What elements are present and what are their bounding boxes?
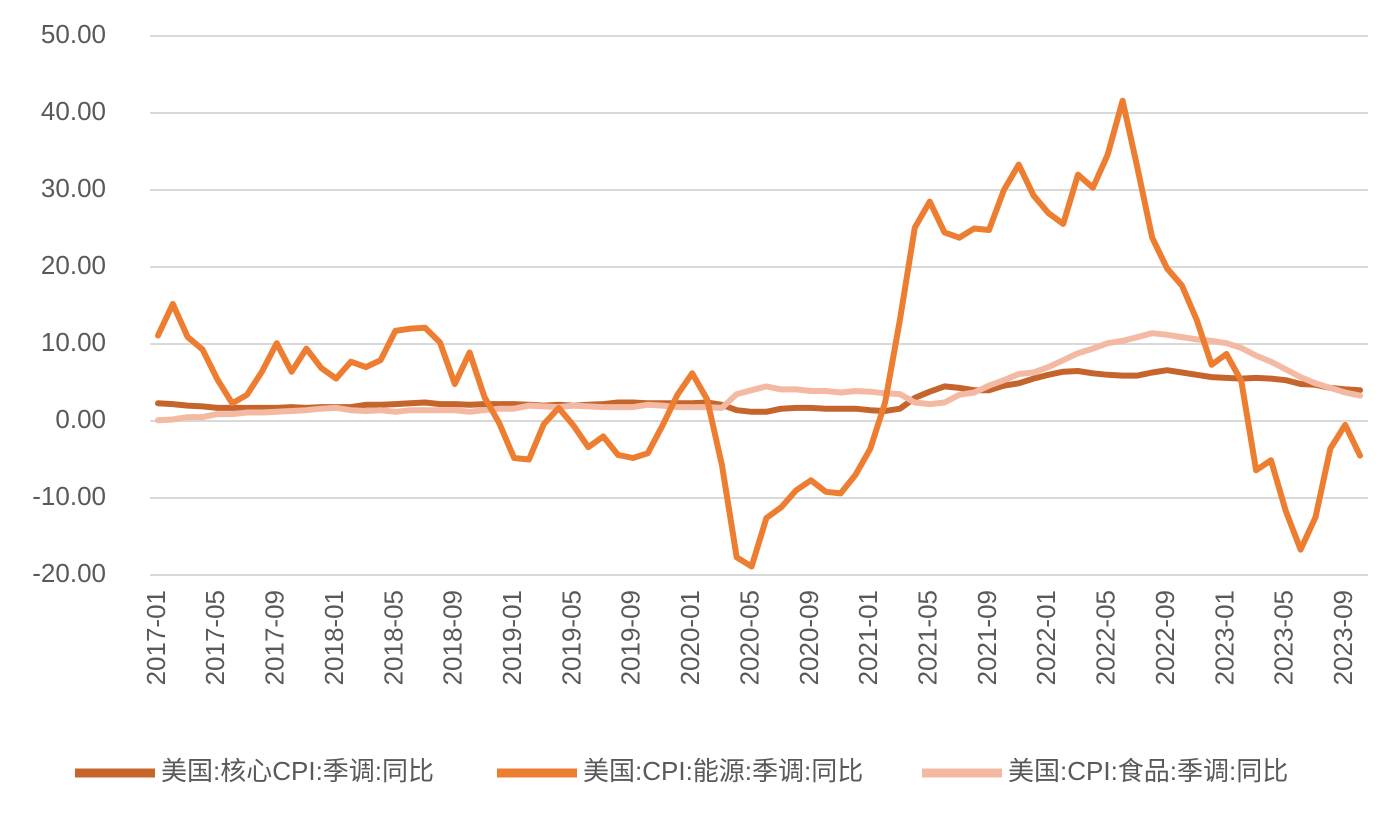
x-tick-label: 2020-01 <box>675 590 705 685</box>
legend-label: 美国:核心CPI:季调:同比 <box>161 756 434 786</box>
x-tick-label: 2019-01 <box>497 590 527 685</box>
x-tick-label: 2017-01 <box>141 590 171 685</box>
y-tick-label: 30.00 <box>41 173 106 203</box>
x-tick-label: 2018-09 <box>438 590 468 685</box>
x-tick-label: 2018-01 <box>319 590 349 685</box>
x-tick-label: 2022-09 <box>1150 590 1180 685</box>
y-tick-label: 10.00 <box>41 327 106 357</box>
x-tick-label: 2018-05 <box>378 590 408 685</box>
legend-label: 美国:CPI:食品:季调:同比 <box>1008 756 1288 786</box>
x-tick-label: 2019-09 <box>616 590 646 685</box>
x-tick-label: 2021-09 <box>972 590 1002 685</box>
y-tick-label: 40.00 <box>41 96 106 126</box>
x-tick-label: 2017-09 <box>260 590 290 685</box>
series-line <box>155 97 1363 570</box>
x-tick-label: 2019-05 <box>556 590 586 685</box>
x-tick-label: 2021-01 <box>853 590 883 685</box>
x-tick-label: 2022-05 <box>1091 590 1121 685</box>
x-tick-label: 2020-05 <box>734 590 764 685</box>
series-line <box>155 330 1363 424</box>
y-tick-label: -20.00 <box>32 558 106 588</box>
legend-label: 美国:CPI:能源:季调:同比 <box>583 756 863 786</box>
x-tick-label: 2023-05 <box>1269 590 1299 685</box>
x-tick-label: 2021-05 <box>913 590 943 685</box>
x-tick-label: 2023-01 <box>1209 590 1239 685</box>
x-tick-label: 2020-09 <box>794 590 824 685</box>
y-tick-label: -10.00 <box>32 481 106 511</box>
x-tick-label: 2017-05 <box>200 590 230 685</box>
x-tick-label: 2023-09 <box>1328 590 1358 685</box>
series-line <box>155 367 1363 415</box>
x-tick-label: 2022-01 <box>1031 590 1061 685</box>
y-tick-label: 50.00 <box>41 19 106 49</box>
y-tick-label: 0.00 <box>55 404 106 434</box>
y-tick-label: 20.00 <box>41 250 106 280</box>
